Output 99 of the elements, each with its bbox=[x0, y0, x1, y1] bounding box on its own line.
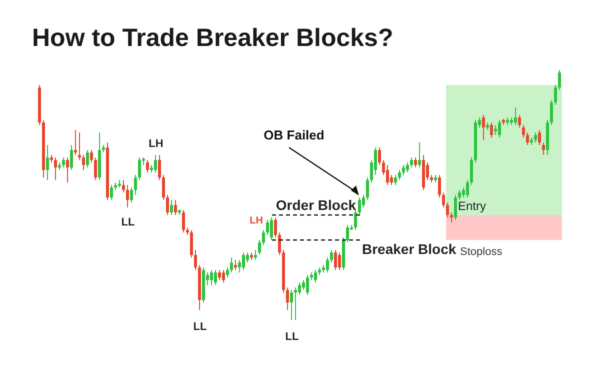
ref-line-label: Breaker Block bbox=[362, 241, 456, 257]
candlestick bbox=[90, 150, 93, 163]
candlestick bbox=[450, 212, 453, 223]
candlestick bbox=[498, 120, 501, 138]
candlestick bbox=[518, 114, 521, 128]
candlestick bbox=[490, 122, 493, 138]
candlestick bbox=[266, 220, 269, 236]
candlestick bbox=[210, 270, 213, 286]
candlestick bbox=[514, 107, 517, 126]
candlestick bbox=[394, 174, 397, 186]
candlestick bbox=[158, 154, 161, 180]
candlestick bbox=[226, 267, 229, 278]
candlestick bbox=[46, 144, 49, 180]
candlestick bbox=[446, 202, 449, 218]
candlestick bbox=[534, 132, 537, 143]
candlestick bbox=[378, 147, 381, 166]
candlestick bbox=[190, 230, 193, 258]
candlestick bbox=[258, 240, 261, 256]
candlestick bbox=[458, 190, 461, 200]
candlestick bbox=[54, 157, 57, 180]
candlestick bbox=[466, 180, 469, 198]
annotation: LH bbox=[148, 138, 164, 150]
candlestick bbox=[82, 154, 85, 170]
candlestick bbox=[550, 100, 553, 126]
candlestick bbox=[354, 210, 357, 230]
annotation: LL bbox=[285, 331, 299, 343]
candlestick bbox=[410, 157, 413, 168]
candlestick bbox=[62, 157, 65, 168]
candlestick bbox=[398, 170, 401, 180]
candlestick bbox=[162, 174, 165, 200]
candlestick bbox=[298, 282, 301, 296]
candlestick bbox=[130, 187, 133, 203]
candlestick bbox=[134, 174, 137, 196]
candlestick bbox=[218, 270, 221, 280]
candlestick bbox=[454, 194, 457, 220]
annotation: LL bbox=[121, 216, 135, 228]
candlestick bbox=[302, 280, 305, 290]
candlestick bbox=[334, 250, 337, 270]
candlestick bbox=[170, 200, 173, 216]
candlestick bbox=[470, 157, 473, 186]
candlestick bbox=[122, 180, 125, 193]
candlestick bbox=[554, 84, 557, 106]
candlestick bbox=[94, 157, 97, 180]
candlestick bbox=[174, 200, 177, 216]
candlestick bbox=[66, 157, 69, 183]
candlestick bbox=[110, 184, 113, 200]
candlestick bbox=[314, 270, 317, 283]
candlestick bbox=[438, 174, 441, 198]
candlestick bbox=[482, 114, 485, 140]
candlestick bbox=[494, 124, 497, 136]
candlestick bbox=[262, 230, 265, 246]
annotation: LL bbox=[193, 321, 207, 333]
chart-title: How to Trade Breaker Blocks? bbox=[32, 24, 394, 53]
candlestick bbox=[414, 157, 417, 168]
candlestick bbox=[542, 142, 545, 156]
candlestick bbox=[558, 70, 561, 90]
band-label: Stoploss bbox=[460, 246, 503, 258]
candlestick bbox=[194, 250, 197, 270]
candlestick bbox=[418, 142, 421, 168]
candlestick bbox=[86, 150, 89, 168]
candlestick bbox=[338, 252, 341, 270]
candlestick bbox=[270, 217, 273, 240]
candlestick bbox=[386, 164, 389, 186]
candlestick bbox=[294, 287, 297, 320]
annotation: LH bbox=[250, 216, 263, 226]
candlestick bbox=[286, 287, 289, 310]
candlestick bbox=[406, 162, 409, 173]
candlestick bbox=[326, 257, 329, 273]
candlestick bbox=[538, 130, 541, 146]
candlestick bbox=[442, 192, 445, 208]
candlestick bbox=[234, 260, 237, 270]
candlestick bbox=[74, 130, 77, 156]
candlestick bbox=[242, 252, 245, 270]
candlestick bbox=[146, 160, 149, 173]
candlestick bbox=[254, 250, 257, 260]
candlestick bbox=[154, 154, 157, 173]
band-label: Entry bbox=[458, 199, 486, 213]
candlestick bbox=[274, 217, 277, 238]
candlestick bbox=[78, 132, 81, 160]
candlestick bbox=[70, 144, 73, 170]
candlestick bbox=[290, 290, 293, 320]
candlestick bbox=[358, 197, 361, 216]
candlestick bbox=[522, 124, 525, 138]
candlestick bbox=[166, 194, 169, 216]
candlestick bbox=[278, 232, 281, 256]
candlestick bbox=[214, 270, 217, 286]
candlestick bbox=[402, 164, 405, 176]
candlestick bbox=[138, 157, 141, 180]
candlestick bbox=[126, 184, 129, 208]
candlestick bbox=[306, 274, 309, 296]
candlestick bbox=[366, 177, 369, 200]
candlestick bbox=[526, 132, 529, 146]
ref-line-label: Order Block bbox=[276, 197, 356, 213]
candlestick bbox=[230, 257, 233, 273]
annotation: OB Failed bbox=[264, 128, 324, 142]
candlestick bbox=[182, 210, 185, 233]
candlestick bbox=[330, 250, 333, 263]
candlestick bbox=[346, 224, 349, 243]
candlestick bbox=[222, 270, 225, 283]
